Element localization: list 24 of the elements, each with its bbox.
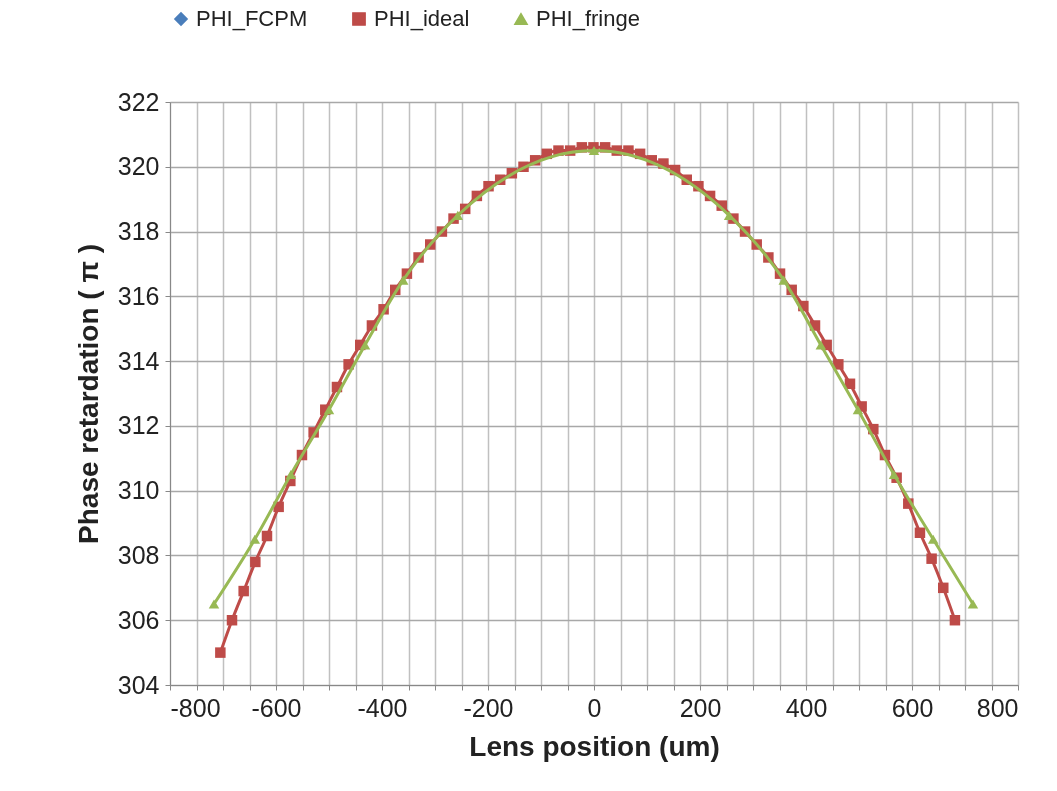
x-tick-label: 0 (587, 693, 602, 722)
y-tick-label: 312 (117, 411, 160, 440)
x-tick-label: 200 (679, 693, 722, 722)
y-tick-label: 310 (117, 476, 160, 505)
x-tick-label: 600 (891, 693, 934, 722)
y-tick-label: 316 (117, 281, 160, 310)
x-tick-label: -200 (463, 693, 514, 722)
y-tick-label: 306 (117, 605, 160, 634)
legend-label: PHI_fringe (536, 6, 640, 31)
y-tick-label: 308 (117, 540, 160, 569)
x-tick-label: -600 (251, 693, 302, 722)
x-tick-label: -400 (357, 693, 408, 722)
x-tick-label: -800 (170, 693, 221, 722)
legend-label: PHI_FCPM (196, 6, 308, 31)
x-tick-label: 800 (976, 693, 1019, 722)
y-tick-label: 322 (117, 87, 160, 116)
y-tick-label: 318 (117, 217, 160, 246)
y-tick-label: 314 (117, 346, 160, 375)
y-tick-label: 320 (117, 152, 160, 181)
y-axis-title: Phase retardation ( π ) (72, 244, 104, 544)
x-axis-title: Lens position (um) (469, 730, 720, 762)
legend-label: PHI_ideal (374, 6, 470, 31)
x-tick-label: 400 (785, 693, 828, 722)
y-tick-label: 304 (117, 670, 160, 699)
